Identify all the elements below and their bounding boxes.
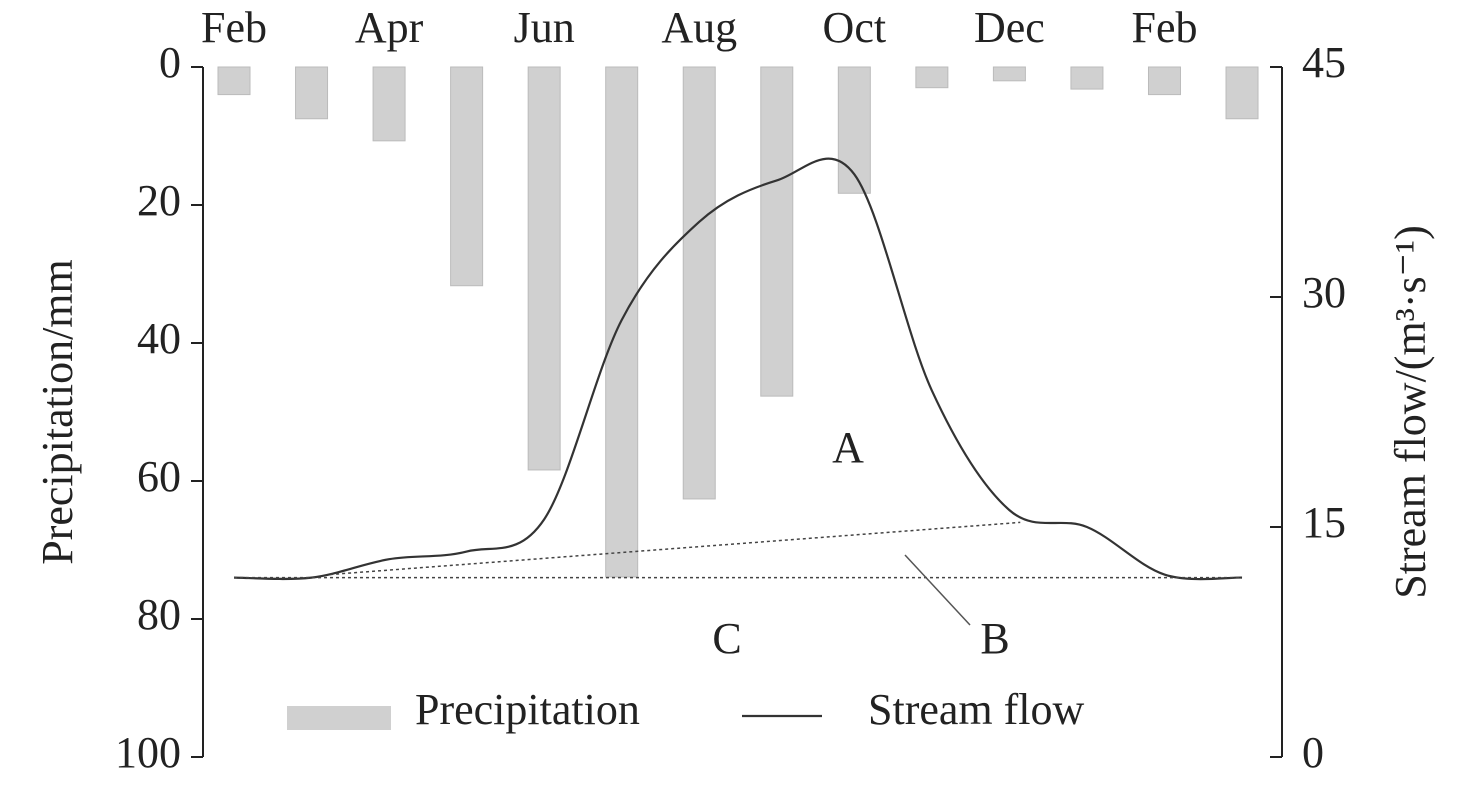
y-tick-label: 40 bbox=[137, 314, 181, 363]
bar bbox=[372, 66, 406, 142]
bar bbox=[837, 66, 871, 194]
bar bbox=[760, 66, 794, 397]
bar bbox=[915, 66, 949, 89]
bar bbox=[295, 66, 329, 120]
annotation: C bbox=[712, 614, 741, 663]
x-tick-label: Feb bbox=[201, 3, 267, 52]
bar bbox=[682, 66, 716, 500]
bar bbox=[1225, 66, 1259, 120]
baseflow-line bbox=[330, 521, 1021, 576]
legend-label: Stream flow bbox=[868, 685, 1085, 734]
y2-tick-label: 45 bbox=[1302, 38, 1346, 87]
y-tick-label: 20 bbox=[137, 176, 181, 225]
y-tick-label: 0 bbox=[159, 38, 181, 87]
bar bbox=[1147, 66, 1181, 96]
y-tick-label: 80 bbox=[137, 590, 181, 639]
legend-swatch bbox=[287, 706, 391, 730]
annotation: A bbox=[832, 423, 864, 472]
y-tick-label: 60 bbox=[137, 452, 181, 501]
y2-axis-label: Stream flow/(m³·s⁻¹) bbox=[1386, 225, 1435, 598]
y2-tick-label: 15 bbox=[1302, 498, 1346, 547]
y2-tick-label: 0 bbox=[1302, 728, 1324, 777]
y-tick-label: 100 bbox=[115, 728, 181, 777]
y-axis-label: Precipitation/mm bbox=[33, 259, 82, 565]
x-tick-label: Oct bbox=[823, 3, 887, 52]
x-tick-label: Aug bbox=[661, 3, 737, 52]
y2-tick-label: 30 bbox=[1302, 268, 1346, 317]
x-tick-label: Apr bbox=[355, 3, 424, 52]
legend-label: Precipitation bbox=[415, 685, 640, 734]
bar bbox=[217, 66, 251, 96]
annotation: B bbox=[980, 614, 1009, 663]
annotation-leader bbox=[904, 554, 971, 626]
x-tick-label: Dec bbox=[974, 3, 1045, 52]
bar bbox=[1070, 66, 1104, 90]
bar bbox=[450, 66, 484, 287]
x-tick-label: Jun bbox=[514, 3, 575, 52]
bar bbox=[527, 66, 561, 471]
stream-flow-line bbox=[233, 157, 1243, 581]
x-tick-label: Feb bbox=[1131, 3, 1197, 52]
bar bbox=[992, 66, 1026, 82]
